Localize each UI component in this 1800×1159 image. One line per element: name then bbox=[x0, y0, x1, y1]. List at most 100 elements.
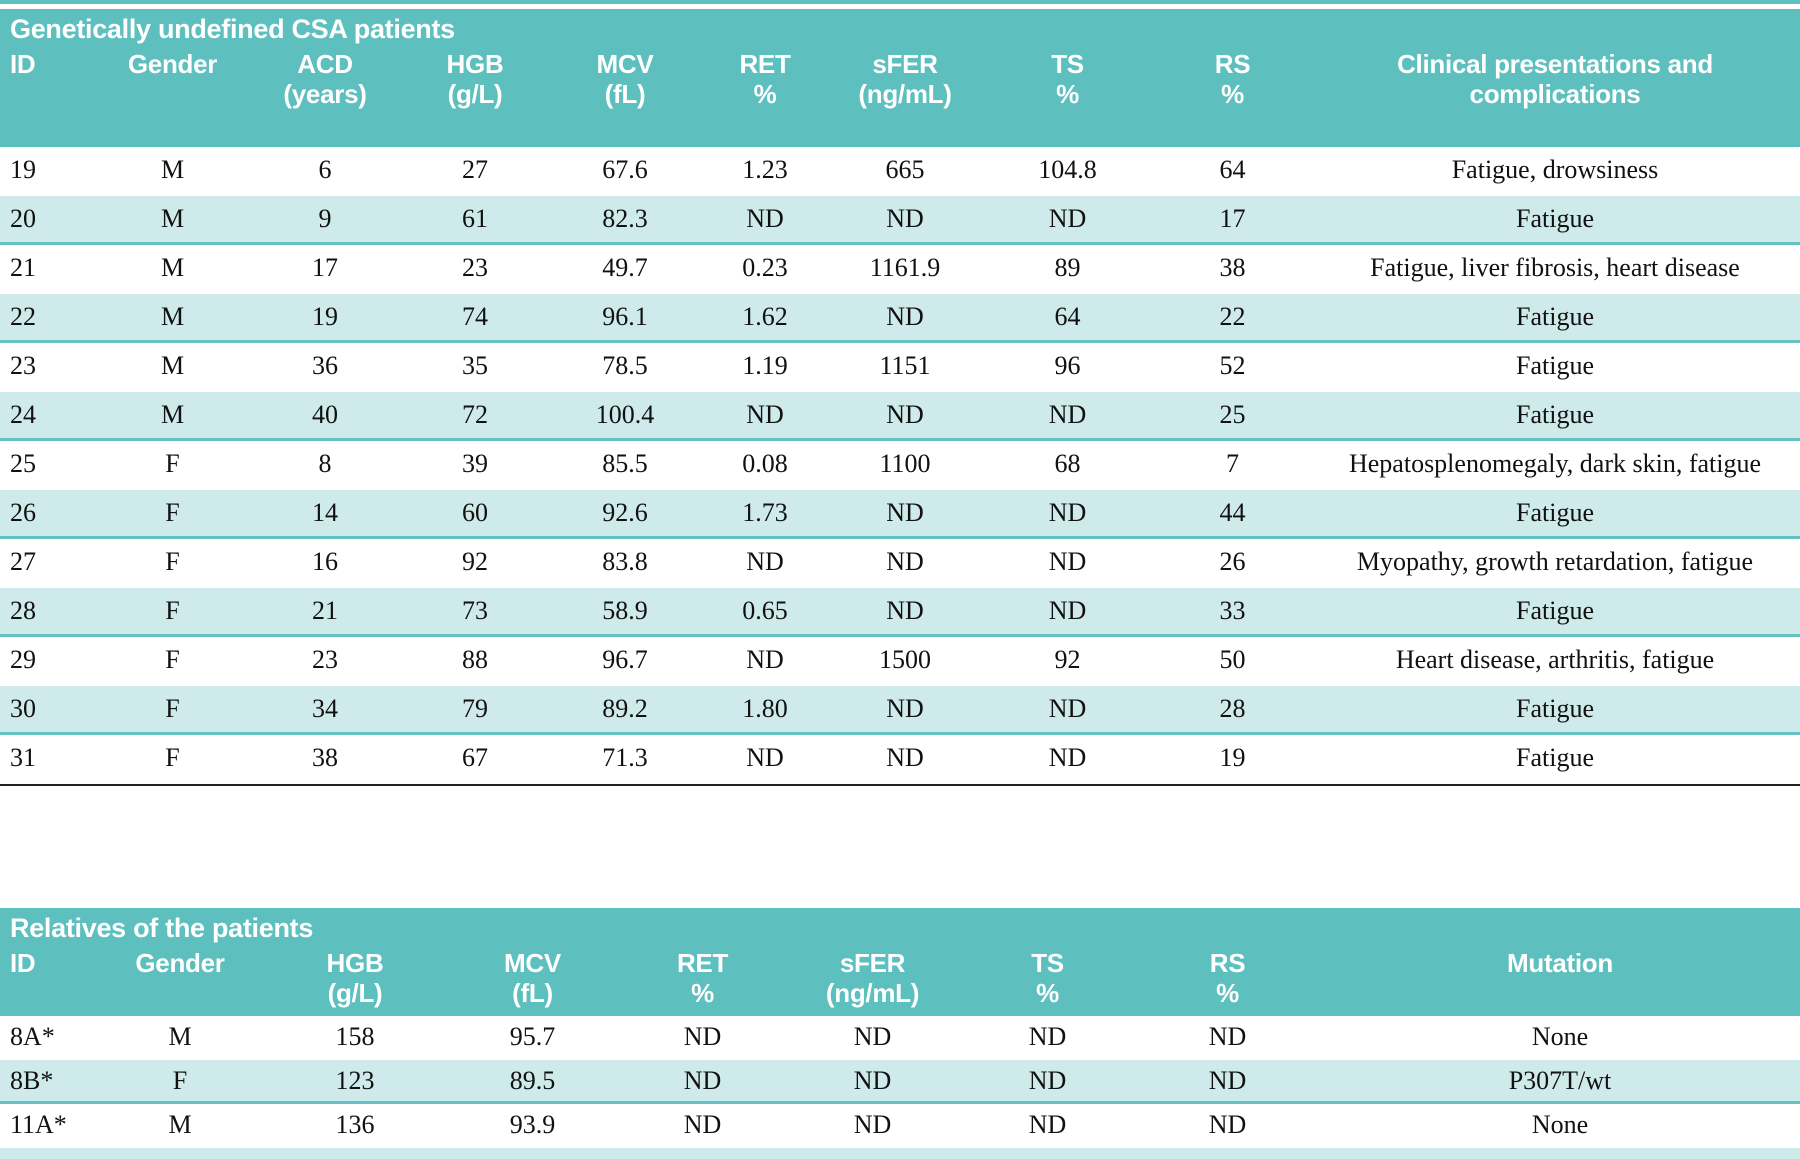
column-unit bbox=[10, 79, 95, 109]
column-unit: % bbox=[1036, 978, 1059, 1008]
column-label: TS bbox=[1031, 948, 1064, 978]
table-cell: 79 bbox=[462, 694, 488, 723]
table-cell: Fatigue bbox=[1516, 400, 1594, 429]
table-cell: ND bbox=[746, 547, 784, 576]
column-label: RS bbox=[1209, 948, 1246, 978]
table-cell: None bbox=[1531, 1022, 1589, 1051]
column-unit: % bbox=[1216, 978, 1239, 1008]
table-cell: 89 bbox=[1054, 253, 1081, 282]
table-cell: ND bbox=[853, 1066, 892, 1095]
column-label: RET bbox=[739, 49, 791, 79]
table-cell: 26 bbox=[10, 498, 36, 527]
column-header-id: ID bbox=[0, 948, 95, 1008]
table-cell: 72 bbox=[462, 400, 488, 429]
column-unit: (fL) bbox=[604, 79, 646, 109]
table-row: 27 F 16 92 83.8 ND ND ND 26 Myopathy, growth reta… bbox=[0, 539, 1800, 588]
table-cell: M bbox=[168, 1022, 192, 1051]
table-cell: 16 bbox=[312, 547, 338, 576]
column-header-mcv: MCV (fL) bbox=[550, 49, 700, 109]
column-unit: % bbox=[753, 79, 777, 109]
table-cell: 58.9 bbox=[602, 596, 648, 625]
table-cell: 158 bbox=[335, 1022, 375, 1051]
table-cell: F bbox=[165, 645, 180, 674]
table-cell: F bbox=[165, 596, 180, 625]
column-header-rs: RS% bbox=[1135, 948, 1320, 1008]
table2-header: Relatives of the patients ID Gender HGB (g/… bbox=[0, 908, 1800, 1016]
table-cell: Fatigue bbox=[1516, 694, 1594, 723]
column-unit: (g/L) bbox=[327, 978, 383, 1008]
table-cell: 20 bbox=[10, 204, 36, 233]
table-cell: ND bbox=[886, 694, 924, 723]
table-row: 30 F 34 79 89.2 1.80 ND ND 28 Fatigue bbox=[0, 686, 1800, 735]
table-cell: Fatigue bbox=[1516, 302, 1594, 331]
table-cell: 61 bbox=[462, 204, 488, 233]
table-cell: F bbox=[165, 498, 180, 527]
table2-body: 8A* M 158 95.7 ND ND ND ND None 8B* F 123 89.5 ND ND ND… bbox=[0, 1016, 1800, 1159]
table-cell: 136 bbox=[335, 1110, 375, 1139]
table-cell: 28 bbox=[1219, 694, 1246, 723]
column-unit: (ng/mL) bbox=[825, 978, 920, 1008]
table-cell: 11B* bbox=[0, 1148, 95, 1159]
table-cell: 31 bbox=[10, 743, 36, 772]
table-cell: ND bbox=[683, 1066, 722, 1095]
table-row: 23 M 36 35 78.5 1.19 1151 96 52 Fatigue bbox=[0, 343, 1800, 392]
table-cell: F bbox=[95, 1148, 265, 1159]
column-label: HGB bbox=[446, 49, 504, 79]
table-cell: Fatigue, liver fibrosis, heart disease bbox=[1370, 253, 1740, 282]
table-cell: 19 bbox=[312, 302, 338, 331]
column-label: sFER bbox=[839, 948, 906, 978]
table-cell: 78.5 bbox=[602, 351, 648, 380]
table-relatives: Relatives of the patients ID Gender HGB (g/… bbox=[0, 908, 1800, 1159]
table-cell: 1.80 bbox=[742, 694, 788, 723]
column-label: ID bbox=[10, 948, 36, 978]
column-header-acd: ACD (years) bbox=[250, 49, 400, 109]
table-cell: 6 bbox=[318, 155, 332, 184]
table-cell: ND bbox=[886, 204, 924, 233]
table-cell: ND bbox=[683, 1110, 722, 1139]
table-cell: ND bbox=[1028, 1110, 1067, 1139]
table-row: 11A* M 136 93.9 ND ND ND ND None bbox=[0, 1104, 1800, 1148]
table-cell: F bbox=[165, 694, 180, 723]
table-cell: F bbox=[172, 1066, 188, 1095]
table-cell: 38 bbox=[1219, 253, 1246, 282]
table-cell: 44 bbox=[1219, 498, 1246, 527]
table-cell: ND bbox=[1048, 204, 1087, 233]
table-cell: 67 bbox=[462, 743, 488, 772]
column-header-rs: RS% bbox=[1155, 49, 1310, 109]
table-cell: Fatigue bbox=[1516, 204, 1594, 233]
column-header-clinical-presentations-and-complications: Clinical presentations and complications bbox=[1310, 49, 1800, 139]
table-cell: 92 bbox=[1054, 645, 1081, 674]
table-cell: 8 bbox=[318, 449, 332, 478]
table-cell: 0.23 bbox=[742, 253, 788, 282]
table-cell: 85.5 bbox=[602, 449, 648, 478]
table-cell: ND bbox=[620, 1148, 785, 1159]
table1-title: Genetically undefined CSA patients bbox=[10, 14, 455, 44]
table-cell: T388P/wt bbox=[1320, 1148, 1800, 1159]
table-cell: 40 bbox=[312, 400, 338, 429]
table-cell: M bbox=[160, 155, 185, 184]
table-cell: ND bbox=[1048, 498, 1087, 527]
table-cell: 24 bbox=[10, 400, 36, 429]
table-cell: ND bbox=[886, 498, 924, 527]
column-unit: (ng/mL) bbox=[858, 79, 952, 109]
table-cell: M bbox=[160, 400, 185, 429]
table-cell: F bbox=[165, 449, 180, 478]
column-unit bbox=[1310, 109, 1800, 139]
column-header-ts: TS% bbox=[980, 49, 1155, 109]
table-cell: ND bbox=[886, 547, 924, 576]
column-unit: (fL) bbox=[512, 978, 553, 1008]
column-unit: % bbox=[1056, 79, 1079, 109]
table-cell: 112 bbox=[265, 1148, 445, 1159]
table-cell: 33 bbox=[1219, 596, 1246, 625]
table-cell: Hepatosplenomegaly, dark skin, fatigue bbox=[1348, 449, 1762, 478]
table-cell: 64 bbox=[1054, 302, 1081, 331]
table-cell: 27 bbox=[462, 155, 488, 184]
column-label: Clinical presentations and complications bbox=[1397, 49, 1713, 109]
table-cell: Fatigue bbox=[1516, 498, 1594, 527]
table-cell: 1151 bbox=[879, 351, 931, 380]
table-cell: 73 bbox=[462, 596, 488, 625]
table-cell: 83.8 bbox=[602, 547, 648, 576]
table-cell: 1100 bbox=[879, 449, 931, 478]
table-cell: 89.5 bbox=[509, 1066, 556, 1095]
table-cell: ND bbox=[746, 645, 784, 674]
